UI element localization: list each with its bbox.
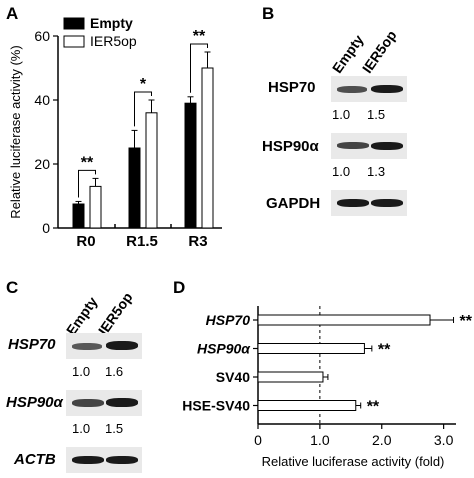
blot-band [106,341,138,350]
legend-swatch-empty [63,17,85,30]
y-tick-label: 60 [34,28,50,44]
panel-label-c: C [6,278,19,297]
blot-label-hsp90a: HSP90α [262,138,319,155]
x-axis-label: Relative luciferase activity (fold) [262,454,445,469]
significance-marker: ** [193,28,206,45]
x-category-label: R0 [76,233,95,250]
panel-label-a: A [6,4,19,23]
lane-header-empty: Empty [328,31,367,76]
significance-bracket [78,169,96,198]
bar-empty [128,147,141,229]
lane-header-ier5op: IER5op [358,27,400,76]
x-category-label: R1.5 [126,233,158,250]
ratio-value: 1.0 [332,164,351,179]
blot-label-hsp70: HSP70 [8,336,56,353]
blot-band [72,399,104,407]
legend-swatch-ier5op [63,35,85,48]
blot-strip [66,447,142,473]
blot-label-hsp70: HSP70 [268,79,316,96]
blot-band [337,199,369,207]
x-category-label: R3 [188,233,207,250]
x-tick-label: 1.0 [310,432,330,448]
blot-strip [66,333,142,359]
bar-empty [72,203,85,229]
lane-header-ier5op: IER5op [94,289,136,338]
blot-band [337,142,369,149]
blot-label-actb: ACTB [14,451,56,468]
lane-header-empty: Empty [62,293,101,338]
bar [257,371,324,383]
x-tick-label: 0 [254,432,262,448]
legend-label-empty: Empty [90,15,133,31]
chart-d: 0 1.0 2.0 3.0 Relative luciferase activity (… [182,306,473,469]
blot-band [72,456,104,464]
ratio-value: 1.5 [105,421,124,436]
bar-empty [184,102,197,229]
blot-strip [331,133,407,159]
y-category-label: HSE-SV40 [182,398,250,414]
x-tick-label: 3.0 [434,432,454,448]
blot-band [106,456,138,464]
ratio-value: 1.6 [105,364,124,379]
blot-band [106,398,138,407]
panel-label-b: B [262,4,275,23]
significance-bracket [134,91,152,127]
blot-band [72,343,102,350]
panel-label-d: D [173,278,186,297]
significance-marker: ** [81,154,94,171]
y-tick-label: 40 [34,92,50,108]
blot-band [337,86,367,93]
significance-marker: * [140,76,147,93]
chart-a: 0 20 40 60 Relative luciferase activity (%) *… [8,15,222,250]
y-category-label: HSP70 [206,312,251,328]
bar [257,314,431,326]
y-category-label: SV40 [216,369,250,385]
blot-strip [331,76,407,102]
blot-strip [66,390,142,416]
ratio-value: 1.0 [332,107,351,122]
blot-band [371,199,403,207]
bar [257,400,357,411]
blot-label-hsp90a: HSP90α [6,394,63,411]
significance-bracket [190,43,208,93]
blot-band [371,142,403,150]
ratio-value: 1.3 [367,164,386,179]
significance-marker: ** [367,399,380,416]
ratio-value: 1.0 [72,421,91,436]
x-tick-label: 2.0 [372,432,392,448]
significance-marker: ** [460,313,473,330]
bar-ier5op [89,185,102,229]
y-tick-label: 0 [42,220,50,236]
legend-label-ier5op: IER5op [90,33,137,49]
y-axis-label: Relative luciferase activity (%) [8,45,23,218]
ratio-value: 1.0 [72,364,91,379]
ratio-value: 1.5 [367,107,386,122]
significance-marker: ** [378,342,391,359]
bar-ier5op [145,112,158,229]
bar [257,343,365,354]
blot-label-gapdh: GAPDH [266,195,321,212]
y-tick-label: 20 [34,156,50,172]
y-category-label: HSP90α [197,341,251,357]
bar-ier5op [201,67,214,229]
blot-strip [331,190,407,216]
blot-band [371,85,403,93]
